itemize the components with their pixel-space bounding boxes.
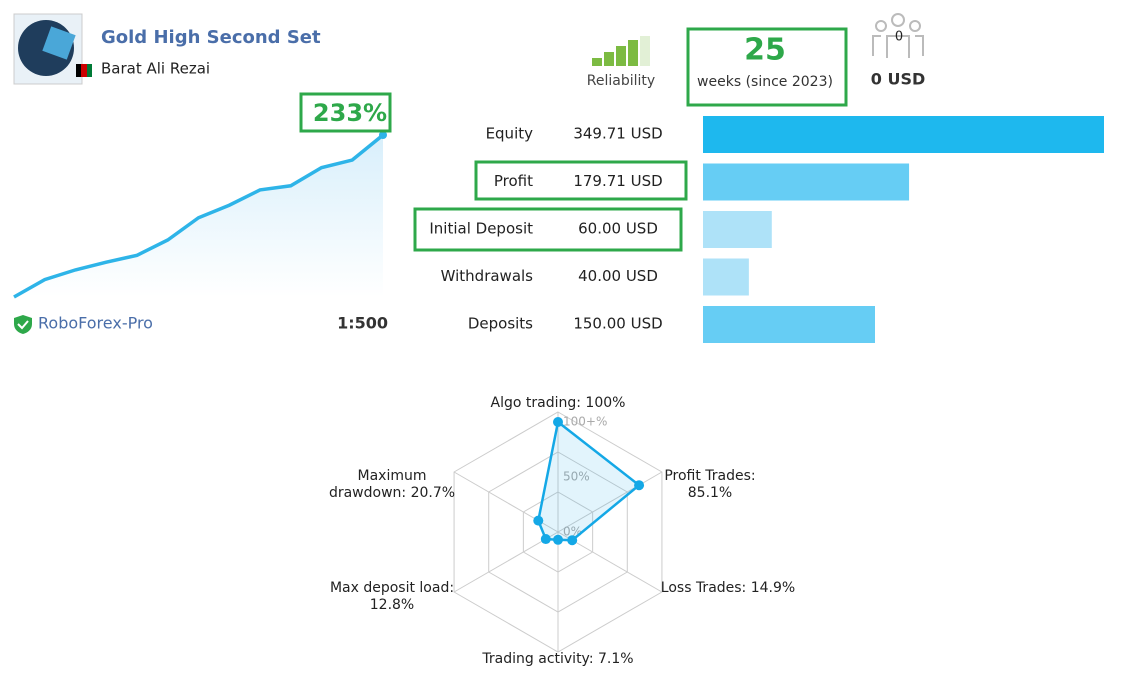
row-value: 150.00 USD — [573, 315, 662, 333]
row-value: 40.00 USD — [578, 267, 658, 285]
row-bar — [703, 306, 875, 343]
radar-point — [567, 535, 578, 546]
radar-spoke — [453, 531, 559, 593]
subscribers-amount: 0 USD — [871, 70, 926, 89]
growth-end-point — [379, 131, 387, 139]
reliability-label: Reliability — [587, 73, 655, 89]
author[interactable]: Barat Ali Rezai — [101, 60, 210, 78]
radar-shape — [536, 419, 642, 542]
row-value: 179.71 USD — [573, 172, 662, 190]
row-bar — [703, 211, 772, 248]
radar-point — [553, 534, 563, 545]
balance-rows: Equity 349.71 USD Profit 179.71 USD Initial … — [429, 116, 1104, 343]
row-bar — [703, 258, 749, 296]
row-bar — [703, 116, 1104, 153]
row-bar — [703, 163, 910, 201]
radar-point — [553, 417, 563, 427]
radar-axis-label: Algo trading: 100% — [491, 395, 626, 411]
growth-label: 233% — [313, 99, 387, 127]
growth-chart — [13, 131, 387, 299]
radar-axis-label: 12.8% — [370, 597, 414, 613]
highlight-box — [299, 92, 392, 133]
flag — [76, 64, 92, 77]
row-label: Profit — [494, 172, 533, 190]
growth-line — [13, 133, 385, 299]
radar-point — [634, 480, 645, 491]
radar-axis-label: Loss Trades: 14.9% — [661, 580, 795, 596]
radar-spoke — [557, 471, 663, 533]
reliability-bars — [592, 36, 650, 66]
subscribers-count: 0 — [895, 30, 903, 45]
radar-axis-label: Profit Trades: — [664, 468, 755, 484]
subscribers-icon — [872, 13, 924, 58]
avatar — [13, 13, 83, 85]
signal-title[interactable]: Gold High Second Set — [101, 27, 321, 48]
broker-name[interactable]: RoboForex-Pro — [38, 314, 153, 333]
verified-shield — [14, 315, 32, 334]
highlight-box — [413, 207, 683, 252]
row-label: Initial Deposit — [429, 220, 533, 238]
leverage: 1:500 — [337, 314, 388, 333]
weeks-value: 25 — [744, 33, 786, 68]
highlight-box — [686, 27, 848, 107]
row-label: Equity — [486, 125, 534, 143]
radar-chart: 0%50%100+%Algo trading: 100%Profit Trade… — [329, 395, 795, 667]
radar-axis-label: Max deposit load: — [330, 580, 454, 596]
radar-point — [540, 534, 551, 545]
radar-point — [533, 515, 544, 526]
radar-axis-label: 85.1% — [688, 485, 732, 501]
row-label: Withdrawals — [441, 267, 534, 285]
radar-axis-label: drawdown: 20.7% — [329, 485, 455, 501]
highlight-box — [474, 160, 688, 201]
growth-area — [14, 135, 383, 297]
radar-axis-label: Trading activity: 7.1% — [481, 651, 633, 667]
weeks-label: weeks (since 2023) — [697, 74, 833, 90]
radar-tick-label: 100+% — [563, 415, 607, 429]
row-value: 60.00 USD — [578, 220, 658, 238]
radar-axis-label: Maximum — [358, 468, 427, 484]
radar-tick-label: 50% — [563, 470, 590, 484]
row-label: Deposits — [468, 315, 533, 333]
row-value: 349.71 USD — [573, 125, 662, 143]
